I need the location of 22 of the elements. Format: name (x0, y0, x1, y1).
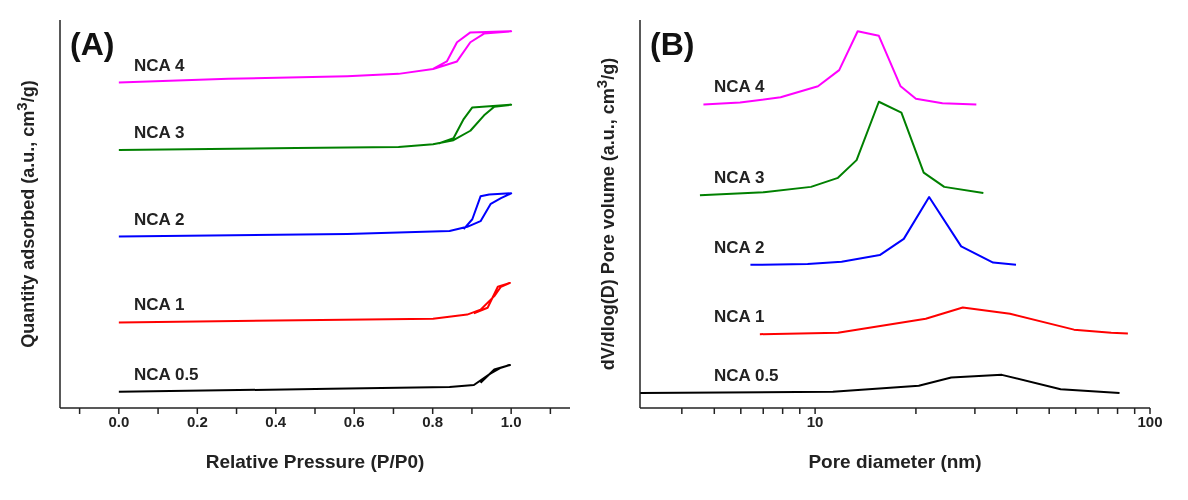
x-tick-label: 0.2 (186, 412, 208, 430)
x-tick-label: 1.0 (500, 412, 522, 430)
chart-title: (A) (70, 26, 115, 63)
x-axis-title: Relative Pressure (P/P0) (205, 451, 425, 472)
x-tick-label: 100 (1137, 412, 1163, 430)
series-label: NCA 3 (714, 168, 765, 188)
series-label: NCA 0.5 (134, 364, 199, 384)
series-label: NCA 3 (134, 122, 185, 142)
series-label: NCA 2 (714, 237, 765, 257)
series-label: NCA 0.5 (714, 365, 779, 385)
series-label: NCA 1 (134, 295, 185, 315)
x-axis-title: Pore diameter (nm) (808, 451, 982, 472)
series-label: NCA 1 (714, 307, 765, 327)
chart-title: (B) (650, 26, 695, 63)
series-label: NCA 2 (134, 209, 185, 229)
x-tick-label: 0.6 (343, 412, 365, 430)
series-label: NCA 4 (714, 77, 765, 97)
x-tick-label: 0.4 (265, 412, 287, 430)
x-tick-label: 0.8 (422, 412, 444, 430)
x-tick-label: 0.0 (108, 412, 130, 430)
x-tick-label: 10 (806, 412, 824, 430)
series-label: NCA 4 (134, 55, 185, 75)
